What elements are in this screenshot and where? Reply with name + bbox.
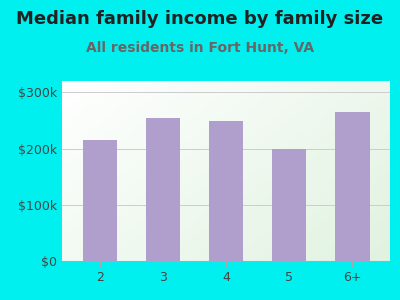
Bar (209, 122, 243, 261)
Bar (272, 148, 306, 261)
Bar (82, 140, 117, 261)
Bar (335, 112, 370, 261)
Bar (146, 118, 180, 261)
Text: All residents in Fort Hunt, VA: All residents in Fort Hunt, VA (86, 40, 314, 55)
Text: Median family income by family size: Median family income by family size (16, 11, 384, 28)
